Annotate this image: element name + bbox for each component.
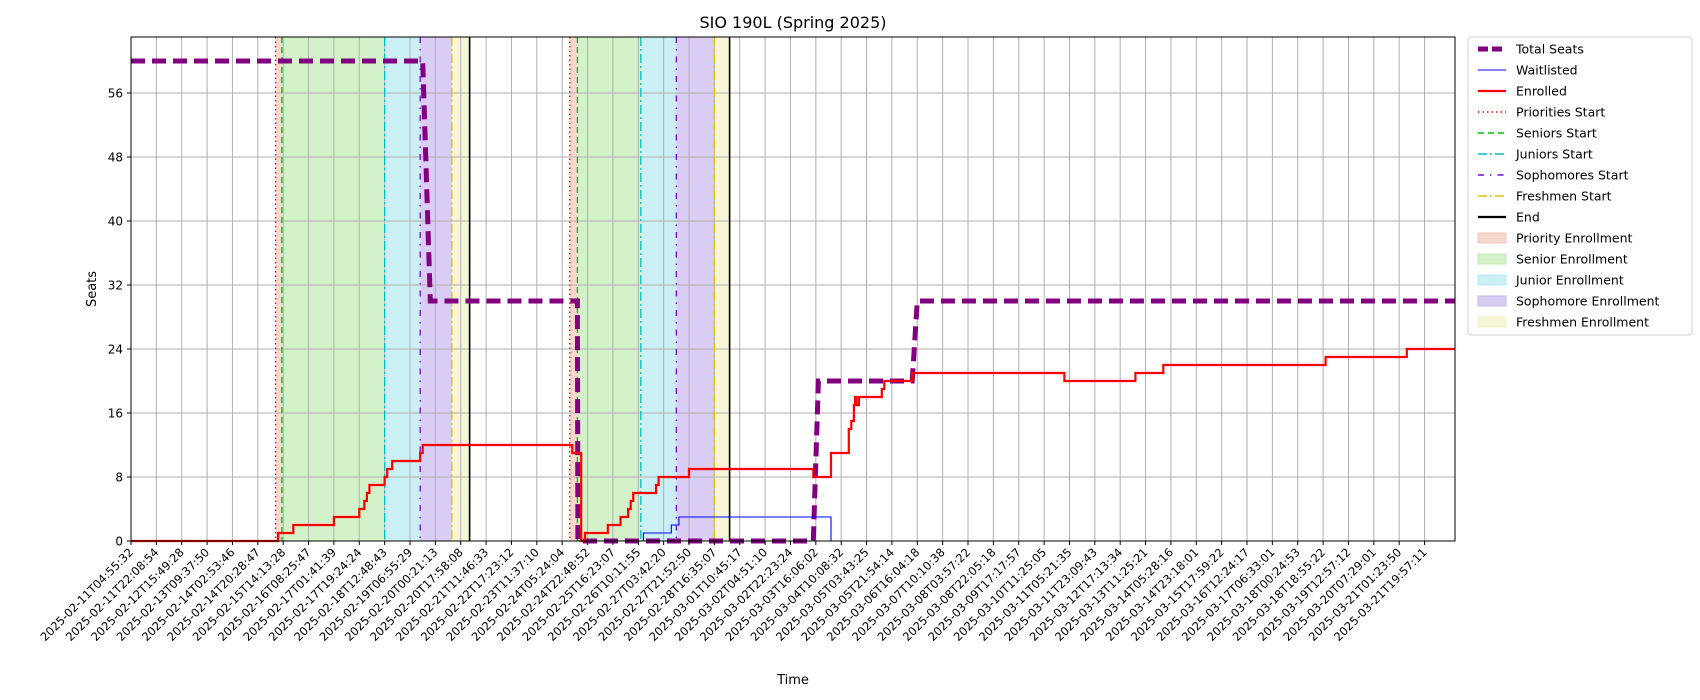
legend-swatch-priority-enrollment xyxy=(1477,232,1507,244)
y-tick-label: 48 xyxy=(108,151,123,165)
legend-label-freshmen-enrollment: Freshmen Enrollment xyxy=(1516,315,1649,330)
y-axis-label: Seats xyxy=(85,271,100,307)
legend-label-senior-enrollment: Senior Enrollment xyxy=(1516,252,1628,267)
shaded-region-freshmen-enrollment xyxy=(714,37,730,541)
shaded-region-junior-enrollment xyxy=(384,37,421,541)
y-tick-label: 0 xyxy=(115,535,123,549)
legend-label-junior-enrollment: Junior Enrollment xyxy=(1515,273,1624,288)
legend-label-total-seats: Total Seats xyxy=(1515,42,1584,57)
series-enrolled xyxy=(131,347,1455,543)
y-tick-label: 24 xyxy=(108,343,123,357)
legend-swatch-sophomore-enrollment xyxy=(1477,295,1507,307)
y-tick-label: 40 xyxy=(108,215,123,229)
y-tick-label: 56 xyxy=(108,87,123,101)
legend-label-freshmen-start: Freshmen Start xyxy=(1516,189,1612,204)
shaded-region-junior-enrollment xyxy=(640,37,677,541)
x-axis-ticks: 2025-02-11T04:55:322025-02-11T22:08:5420… xyxy=(37,541,1430,644)
legend-label-juniors-start: Juniors Start xyxy=(1515,147,1593,162)
shaded-region-priority-enrollment xyxy=(275,37,282,541)
legend-swatch-freshmen-enrollment xyxy=(1477,316,1507,328)
x-axis-label: Time xyxy=(776,673,809,688)
legend-frame xyxy=(1467,36,1693,336)
chart-title: SIO 190L (Spring 2025) xyxy=(699,13,886,32)
legend-label-end: End xyxy=(1516,210,1540,225)
shaded-region-senior-enrollment xyxy=(281,37,385,541)
y-tick-label: 16 xyxy=(108,407,123,421)
shaded-region-senior-enrollment xyxy=(577,37,641,541)
legend-label-priorities-start: Priorities Start xyxy=(1516,105,1605,120)
shaded-region-sophomore-enrollment xyxy=(420,37,452,541)
legend-label-waitlisted: Waitlisted xyxy=(1516,63,1578,78)
plot-frame xyxy=(130,36,1456,542)
series-waitlisted xyxy=(131,516,1455,542)
shaded-region-sophomore-enrollment xyxy=(676,37,715,541)
legend-swatch-junior-enrollment xyxy=(1477,274,1507,286)
y-axis-ticks: 0 8 16 24 32 40 48 56 xyxy=(108,87,131,549)
legend-label-sophomore-enrollment: Sophomore Enrollment xyxy=(1516,294,1660,309)
shaded-region-priority-enrollment xyxy=(569,37,578,541)
phase-start-lines xyxy=(274,37,731,541)
legend-label-enrolled: Enrolled xyxy=(1516,84,1567,99)
legend-label-sophomores-start: Sophomores Start xyxy=(1516,168,1629,183)
shaded-regions xyxy=(275,37,730,541)
y-tick-label: 8 xyxy=(115,471,123,485)
legend-label-priority-enrollment: Priority Enrollment xyxy=(1516,231,1633,246)
legend-swatch-senior-enrollment xyxy=(1477,253,1507,265)
legend: Total Seats Waitlisted Enrolled Priorities … xyxy=(1467,36,1693,336)
y-tick-label: 32 xyxy=(108,279,123,293)
legend-label-seniors-start: Seniors Start xyxy=(1516,126,1597,141)
